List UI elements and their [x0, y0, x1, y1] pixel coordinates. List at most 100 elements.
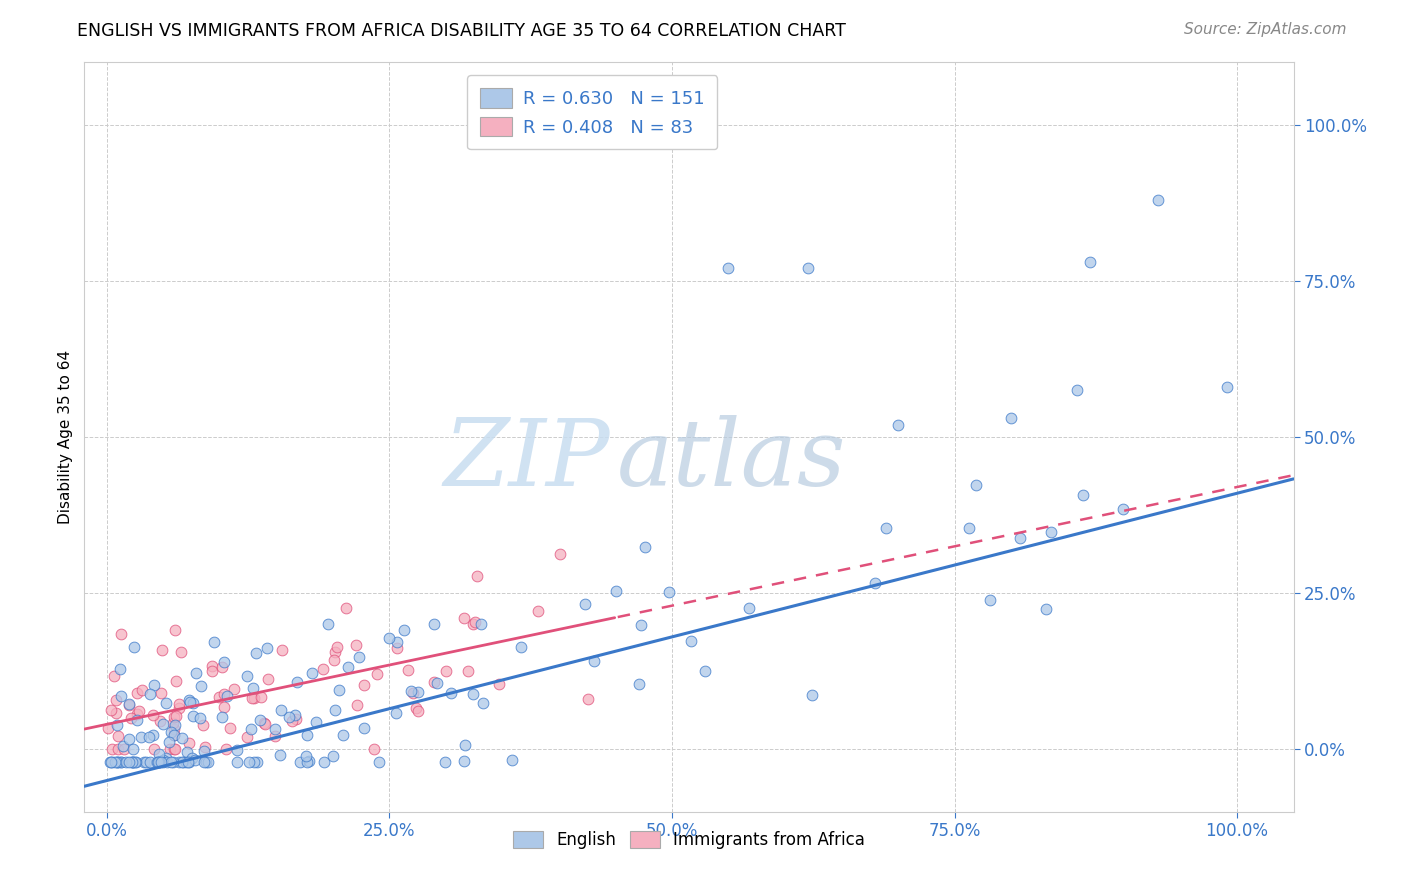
Point: [138, 755, 160, 769]
Point: [298, 754, 321, 768]
Point: [322, 749, 344, 764]
Point: [385, 706, 408, 720]
Point: [167, 701, 190, 715]
Point: [349, 649, 371, 664]
Point: [399, 683, 422, 698]
Point: [142, 728, 165, 742]
Point: [122, 640, 145, 655]
Point: [121, 755, 143, 769]
Point: [367, 755, 389, 769]
Point: [336, 660, 359, 674]
Point: [159, 725, 181, 739]
Point: [979, 593, 1001, 607]
Point: [238, 755, 260, 769]
Point: [124, 755, 146, 769]
Point: [148, 755, 170, 769]
Point: [256, 641, 278, 656]
Point: [242, 690, 264, 705]
Point: [630, 618, 652, 632]
Point: [156, 755, 179, 769]
Point: [253, 717, 276, 731]
Point: [658, 584, 681, 599]
Point: [737, 601, 759, 615]
Point: [127, 706, 149, 721]
Point: [263, 729, 285, 743]
Point: [433, 755, 456, 769]
Point: [170, 755, 193, 769]
Point: [138, 688, 160, 702]
Point: [1112, 502, 1135, 516]
Point: [695, 664, 717, 678]
Point: [118, 732, 141, 747]
Point: [332, 729, 354, 743]
Point: [181, 750, 204, 764]
Point: [190, 679, 212, 693]
Point: [121, 755, 143, 769]
Point: [193, 744, 215, 758]
Point: [163, 722, 186, 736]
Point: [242, 681, 264, 695]
Point: [246, 755, 269, 769]
Point: [148, 755, 170, 769]
Point: [149, 714, 172, 728]
Point: [165, 673, 187, 688]
Point: [145, 755, 167, 769]
Point: [101, 755, 124, 769]
Point: [453, 611, 475, 625]
Point: [177, 693, 200, 707]
Point: [211, 660, 233, 674]
Point: [423, 674, 446, 689]
Point: [1040, 524, 1063, 539]
Point: [148, 755, 170, 769]
Point: [284, 708, 307, 723]
Point: [197, 755, 219, 769]
Point: [150, 686, 173, 700]
Point: [253, 715, 276, 730]
Point: [288, 755, 311, 769]
Point: [548, 548, 571, 562]
Point: [527, 604, 550, 618]
Point: [170, 645, 193, 659]
Point: [236, 669, 259, 683]
Point: [461, 617, 484, 632]
Point: [465, 568, 488, 582]
Point: [249, 713, 271, 727]
Point: [488, 677, 510, 691]
Point: [181, 709, 204, 723]
Point: [1071, 487, 1094, 501]
Point: [125, 755, 148, 769]
Text: ZIP: ZIP: [444, 415, 610, 505]
Point: [159, 742, 181, 756]
Point: [440, 686, 463, 700]
Point: [165, 708, 187, 723]
Point: [323, 645, 346, 659]
Point: [957, 521, 980, 535]
Point: [122, 742, 145, 756]
Point: [160, 755, 183, 769]
Point: [965, 477, 987, 491]
Y-axis label: Disability Age 35 to 64: Disability Age 35 to 64: [58, 350, 73, 524]
Point: [107, 742, 129, 756]
Point: [1008, 531, 1031, 545]
Point: [152, 717, 174, 731]
Point: [193, 739, 215, 754]
Point: [402, 686, 425, 700]
Point: [574, 597, 596, 611]
Point: [172, 755, 194, 769]
Point: [434, 664, 457, 678]
Point: [193, 755, 215, 769]
Point: [278, 710, 301, 724]
Point: [464, 615, 486, 630]
Text: Source: ZipAtlas.com: Source: ZipAtlas.com: [1184, 22, 1347, 37]
Point: [128, 704, 150, 718]
Point: [143, 742, 166, 756]
Point: [150, 643, 173, 657]
Point: [163, 742, 186, 756]
Point: [148, 747, 170, 761]
Point: [183, 696, 205, 710]
Point: [105, 706, 128, 720]
Point: [208, 690, 231, 704]
Point: [472, 696, 495, 710]
Point: [583, 654, 606, 668]
Point: [163, 710, 186, 724]
